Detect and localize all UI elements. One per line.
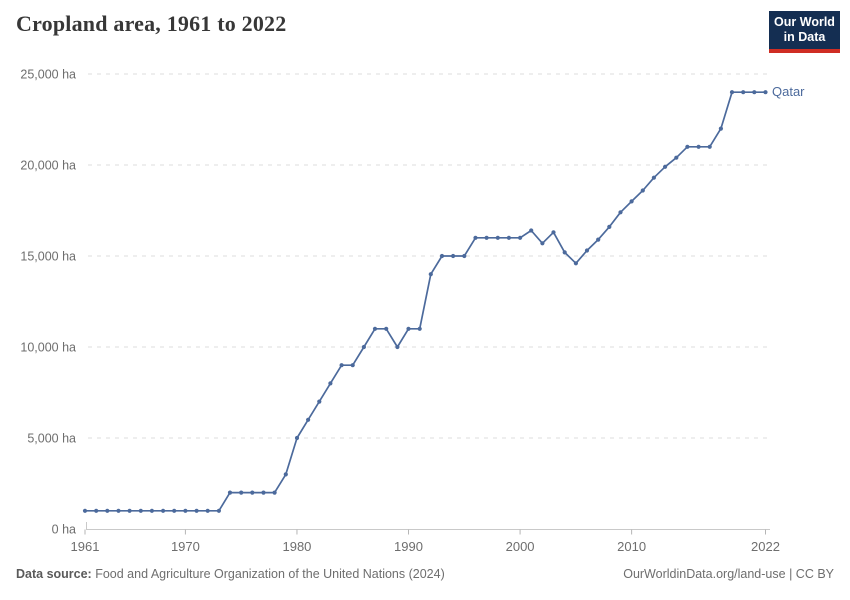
svg-text:2000: 2000 [506, 539, 535, 554]
license-text: CC BY [795, 567, 834, 581]
svg-text:1980: 1980 [282, 539, 311, 554]
svg-text:1970: 1970 [171, 539, 200, 554]
svg-text:5,000 ha: 5,000 ha [27, 432, 76, 446]
data-source: Data source: Food and Agriculture Organi… [16, 567, 445, 581]
owid-url-link[interactable]: OurWorldinData.org/land-use [623, 567, 786, 581]
data-source-label: Data source: [16, 567, 92, 581]
owid-logo-line1: Our World [774, 14, 835, 29]
svg-text:1990: 1990 [394, 539, 423, 554]
svg-text:1961: 1961 [71, 539, 100, 554]
svg-text:2010: 2010 [617, 539, 646, 554]
credit-divider: | [789, 567, 793, 581]
owid-logo-line2: in Data [783, 30, 826, 44]
svg-text:0 ha: 0 ha [52, 523, 76, 537]
entity-label-qatar: Qatar [772, 84, 805, 99]
svg-text:25,000 ha: 25,000 ha [20, 68, 76, 82]
chart-footer: Data source: Food and Agriculture Organi… [16, 567, 834, 581]
credit-line: OurWorldinData.org/land-use | CC BY [623, 567, 834, 581]
svg-text:20,000 ha: 20,000 ha [20, 159, 76, 173]
data-source-text: Food and Agriculture Organization of the… [95, 567, 445, 581]
svg-text:10,000 ha: 10,000 ha [20, 341, 76, 355]
owid-logo[interactable]: Our World in Data [769, 11, 840, 53]
svg-text:2022: 2022 [751, 539, 780, 554]
chart-title: Cropland area, 1961 to 2022 [16, 11, 287, 36]
svg-text:15,000 ha: 15,000 ha [20, 250, 76, 264]
